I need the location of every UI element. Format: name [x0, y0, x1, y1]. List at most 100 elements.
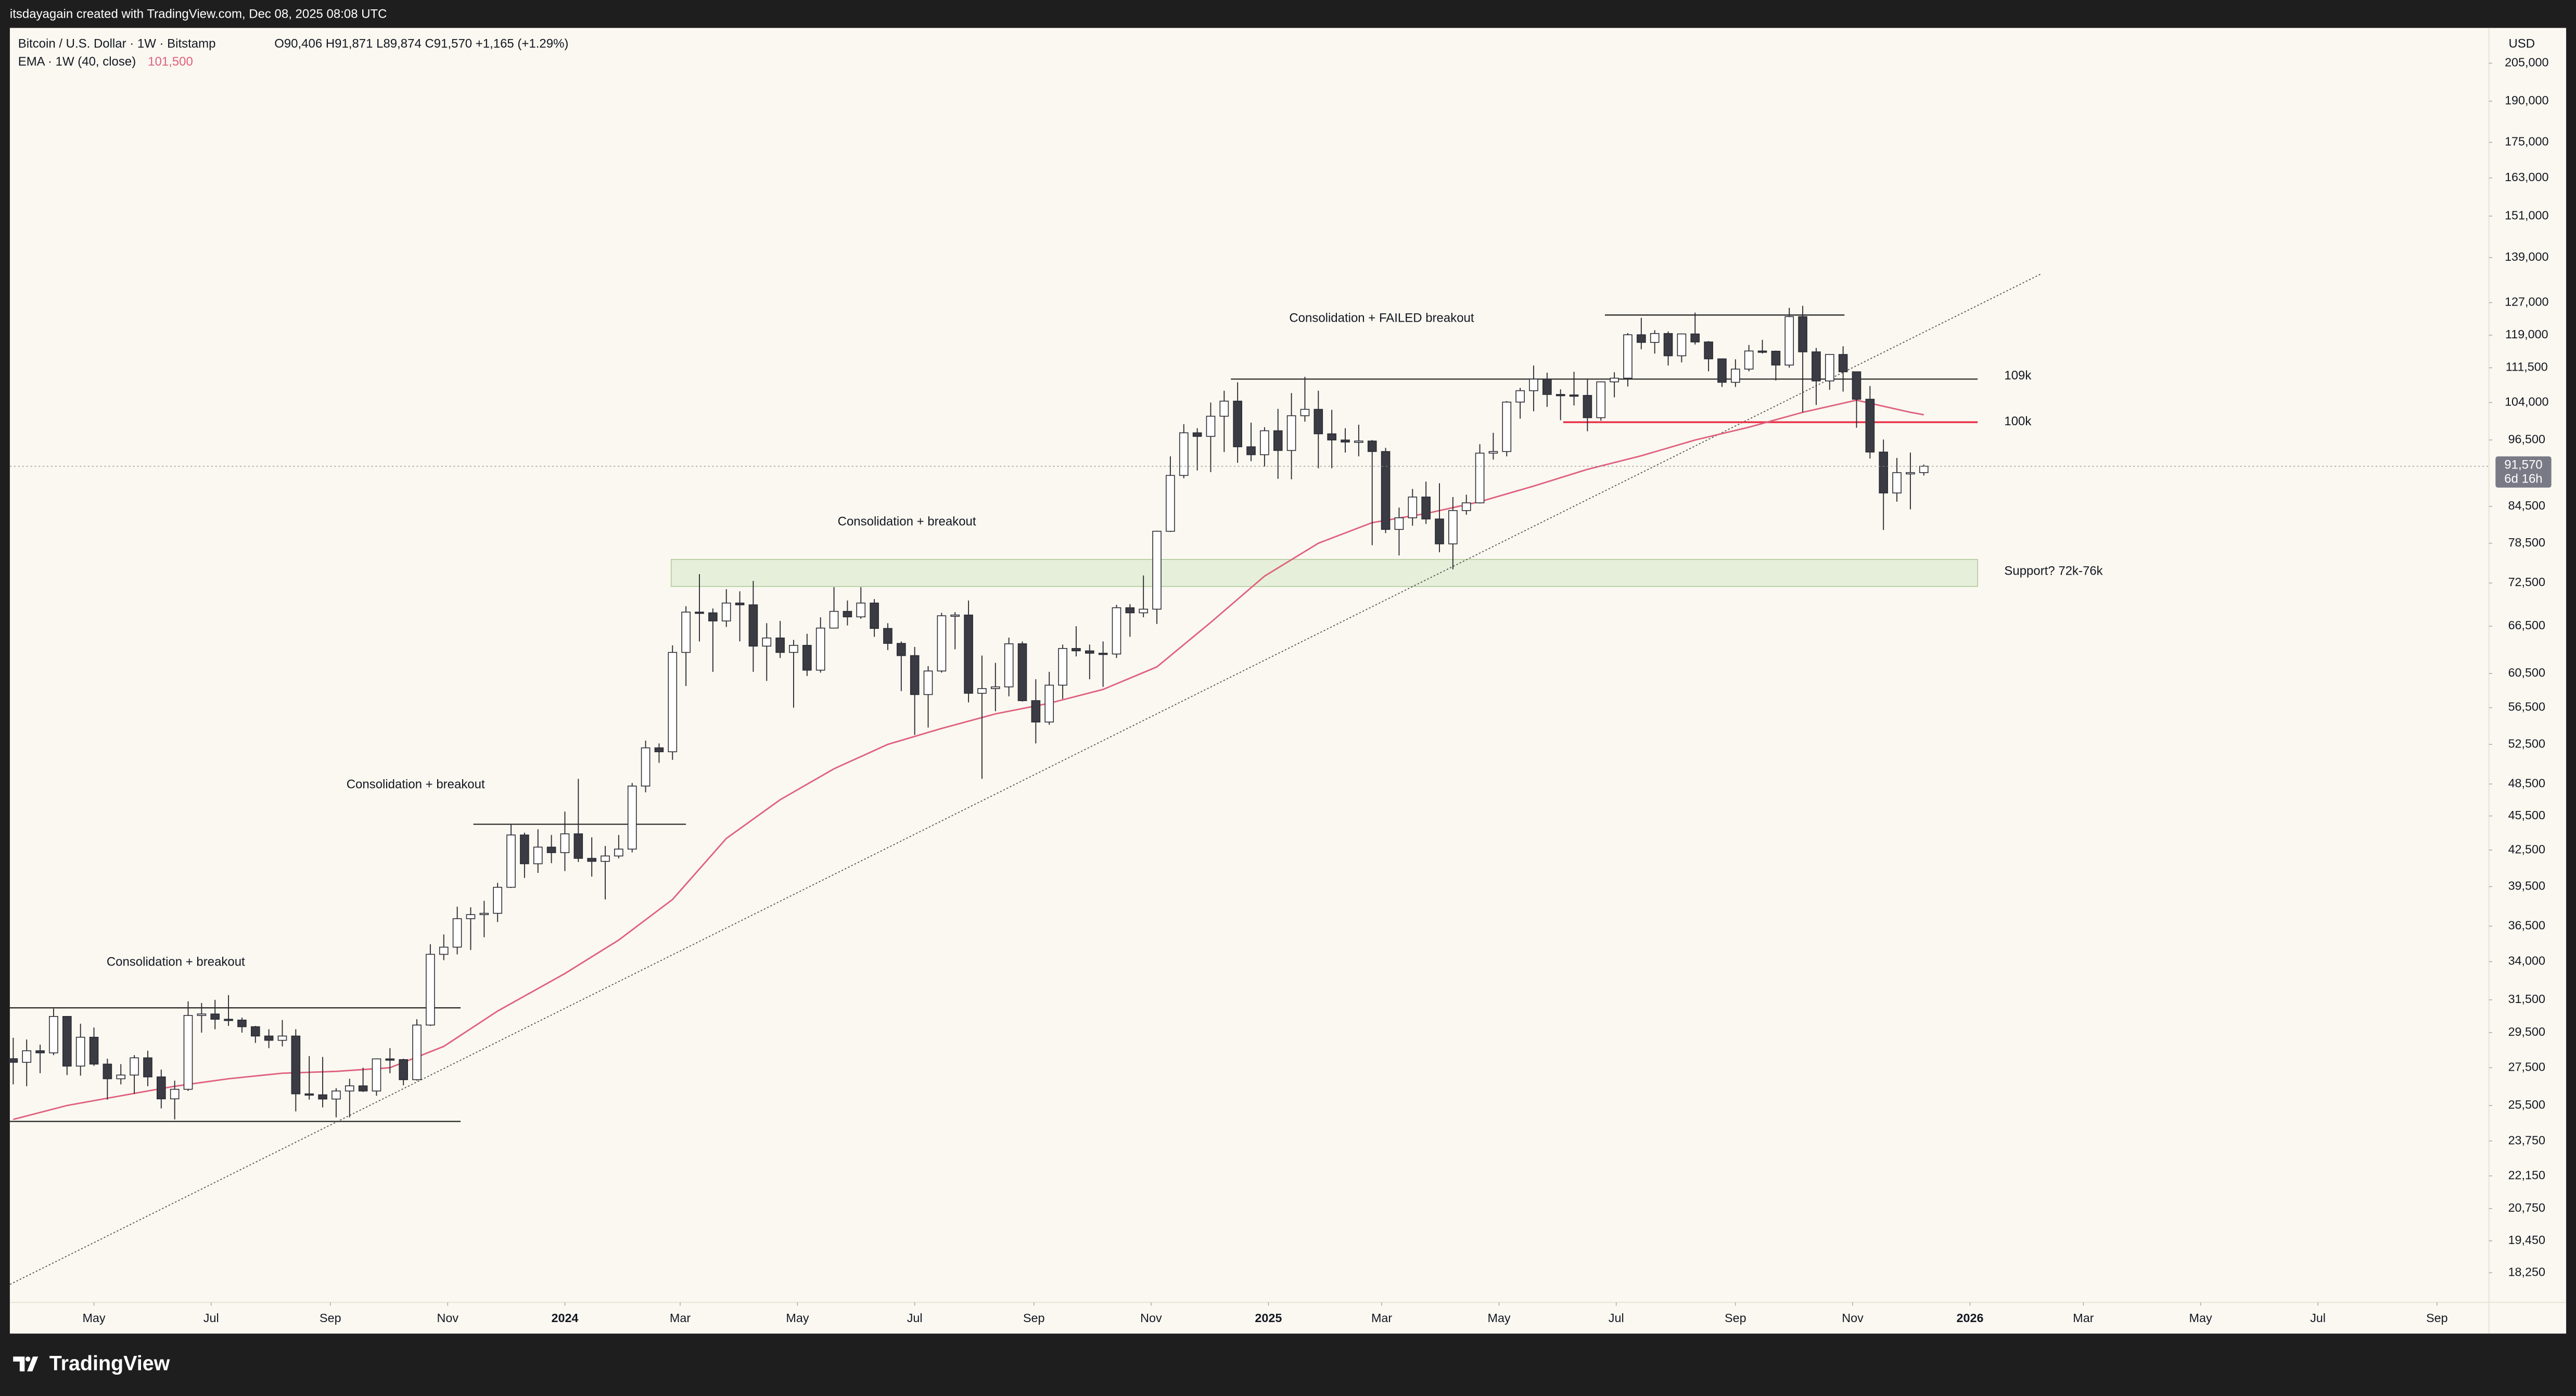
candle-body	[1488, 451, 1498, 454]
candle-body	[399, 1059, 408, 1081]
candle-body	[1906, 472, 1915, 475]
candle-body	[452, 918, 462, 948]
candle-body	[130, 1057, 139, 1076]
candle-body	[75, 1036, 85, 1067]
candle-body	[1637, 334, 1646, 343]
candle-body	[197, 1013, 207, 1016]
candle-body	[143, 1057, 152, 1077]
candle-body	[1017, 643, 1027, 701]
y-tick-label: 25,500	[2508, 1098, 2545, 1111]
plot	[8, 273, 2489, 1285]
candle-body	[815, 627, 825, 671]
candle-body	[829, 611, 839, 629]
candle-body	[331, 1090, 341, 1100]
candle-body	[695, 612, 704, 614]
candle-body	[1072, 648, 1081, 652]
candle-body	[1408, 497, 1418, 518]
countdown-label: 6d 16h	[2504, 472, 2542, 486]
x-tick-label: Mar	[670, 1311, 691, 1325]
x-tick-label: Nov	[1140, 1311, 1162, 1325]
candle-body	[372, 1058, 381, 1092]
candle-body	[1529, 378, 1538, 391]
candle-body	[49, 1016, 58, 1054]
candle-body	[8, 1058, 18, 1063]
annotation: Consolidation + breakout	[347, 778, 485, 792]
candle-body	[426, 954, 435, 1026]
candle-body	[1663, 333, 1673, 357]
candle-body	[1166, 475, 1175, 532]
candle-body	[1515, 390, 1525, 403]
logo-icon	[13, 1356, 39, 1372]
candle-body	[304, 1093, 314, 1096]
y-tick-label: 45,500	[2508, 808, 2545, 822]
candle-body	[735, 602, 745, 605]
y-tick-label: 23,750	[2508, 1133, 2545, 1147]
candle-body	[1784, 316, 1794, 366]
candle-body	[560, 833, 570, 853]
ema-value: 101,500	[148, 55, 193, 69]
candle-body	[264, 1035, 274, 1041]
candle-body	[291, 1035, 301, 1095]
candle-body	[1341, 439, 1350, 443]
y-tick-label: 60,500	[2508, 666, 2545, 679]
candle-body	[116, 1074, 126, 1080]
candle-body	[1812, 351, 1821, 382]
y-tick-label: 84,500	[2508, 499, 2545, 512]
y-tick-label: 66,500	[2508, 618, 2545, 632]
candle-body	[1731, 369, 1740, 383]
candle-body	[950, 614, 960, 617]
candle-body	[1058, 648, 1067, 686]
candle-body	[1448, 510, 1458, 544]
candle-body	[479, 912, 489, 916]
last-price-label: 91,570	[2504, 458, 2542, 472]
x-tick-label: Nov	[437, 1311, 458, 1325]
candle-body	[1152, 530, 1162, 610]
candle-body	[224, 1019, 233, 1021]
candle-body	[802, 645, 812, 671]
x-tick-label: May	[82, 1311, 105, 1325]
candle-body	[1583, 395, 1592, 418]
candle-body	[1717, 358, 1727, 383]
candle-body	[1771, 350, 1781, 366]
candle-body	[1677, 333, 1687, 357]
candle-body	[601, 855, 610, 862]
y-tick-label: 29,500	[2508, 1025, 2545, 1038]
y-tick-label: 42,500	[2508, 842, 2545, 856]
candle-body	[1865, 399, 1875, 453]
y-tick-label: 19,450	[2508, 1233, 2545, 1247]
candle-body	[1838, 354, 1848, 373]
candle-body	[1313, 409, 1323, 435]
candle-body	[533, 846, 543, 865]
candle-body	[1569, 394, 1579, 397]
candle-body	[1192, 432, 1202, 437]
candle-body	[654, 747, 664, 753]
y-tick-label: 78,500	[2508, 536, 2545, 549]
x-tick-label: 2025	[1255, 1311, 1282, 1325]
y-tick-label: 190,000	[2505, 94, 2548, 107]
y-tick-label: 139,000	[2505, 250, 2548, 263]
candle-body	[1179, 432, 1189, 476]
y-tick-label: 27,500	[2508, 1060, 2545, 1073]
x-tick-label: Sep	[320, 1311, 341, 1325]
candle-body	[964, 614, 973, 694]
y-tick-label: 31,500	[2508, 992, 2545, 1006]
candle-body	[1219, 400, 1229, 417]
y-tick-label: 56,500	[2508, 700, 2545, 714]
candle-body	[1381, 451, 1391, 530]
candle-body	[1354, 440, 1363, 443]
candle-body	[990, 686, 1000, 689]
y-tick-label: 163,000	[2505, 170, 2548, 184]
candle-body	[1919, 465, 1929, 473]
credit: itsdayagain created with TradingView.com…	[10, 7, 387, 21]
candle-body	[1327, 433, 1336, 441]
candle-body	[1744, 350, 1754, 370]
candle-body	[910, 655, 920, 695]
candle-body	[883, 628, 892, 644]
candle-body	[681, 612, 691, 653]
candle-body	[62, 1016, 72, 1067]
candle-body	[1825, 354, 1834, 382]
x-tick-label: Sep	[1725, 1311, 1746, 1325]
y-tick-label: 48,500	[2508, 776, 2545, 790]
candle-body	[1435, 518, 1444, 544]
